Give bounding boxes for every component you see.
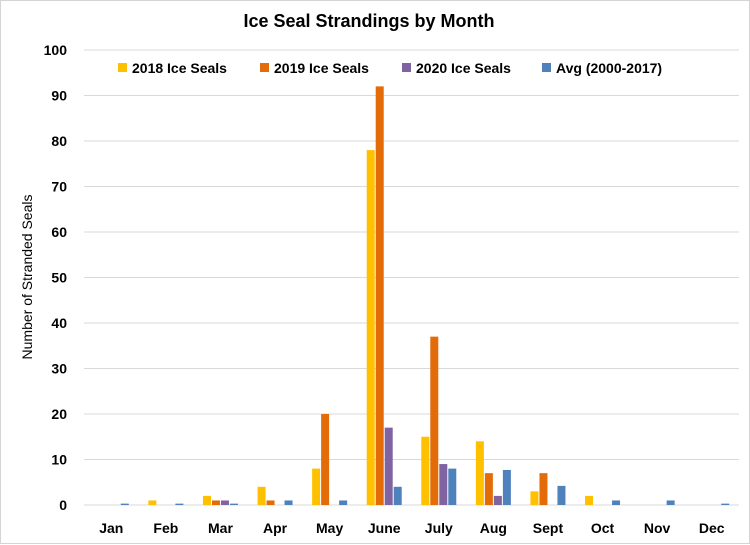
bar-2018-ice-seals-apr [257, 486, 266, 505]
bar-2019-ice-seals-june [375, 86, 384, 506]
bar-avg-2000-2017-dec [721, 503, 730, 505]
legend-swatch [260, 63, 269, 72]
y-tick-label: 60 [51, 224, 67, 240]
x-tick-label: Jan [99, 520, 123, 536]
bar-avg-2000-2017-jan [120, 503, 129, 505]
x-axis-ticks: Jan Feb Mar Apr May June July Aug Sept Oct Nov Dec [99, 520, 725, 536]
bar-2018-ice-seals-mar [202, 495, 211, 505]
y-tick-label: 40 [51, 315, 67, 331]
bar-2018-ice-seals-june [366, 150, 375, 505]
y-axis-label: Number of Stranded Seals [19, 195, 35, 360]
bar-2019-ice-seals-sept [539, 473, 548, 505]
y-axis-ticks: 0 10 20 30 40 50 60 70 80 90 100 [44, 42, 68, 513]
bar-2019-ice-seals-mar [211, 500, 220, 505]
bar-avg-2000-2017-may [339, 500, 348, 505]
x-tick-label: Nov [644, 520, 671, 536]
y-tick-label: 80 [51, 133, 67, 149]
bar-2019-ice-seals-aug [484, 473, 493, 505]
bar-avg-2000-2017-apr [284, 500, 293, 505]
legend-label: 2019 Ice Seals [274, 60, 369, 76]
x-tick-label: May [316, 520, 343, 536]
x-tick-label: Apr [263, 520, 288, 536]
bars [120, 86, 730, 506]
bar-avg-2000-2017-oct [612, 500, 621, 505]
x-tick-label: Sept [533, 520, 564, 536]
bar-2018-ice-seals-aug [475, 441, 484, 505]
bar-2020-ice-seals-aug [493, 495, 502, 505]
legend-swatch [402, 63, 411, 72]
gridlines [84, 49, 739, 506]
x-tick-label: Mar [208, 520, 233, 536]
legend-label: 2020 Ice Seals [416, 60, 511, 76]
legend-label: Avg (2000-2017) [556, 60, 662, 76]
y-tick-label: 70 [51, 179, 67, 195]
chart-title: Ice Seal Strandings by Month [243, 11, 494, 31]
bar-2019-ice-seals-may [321, 414, 330, 505]
bar-avg-2000-2017-feb [175, 503, 184, 505]
legend-swatch [118, 63, 127, 72]
bar-2018-ice-seals-feb [148, 500, 157, 505]
bar-avg-2000-2017-sept [557, 485, 566, 505]
bar-2018-ice-seals-july [421, 436, 430, 505]
bar-2020-ice-seals-mar [220, 500, 229, 505]
x-tick-label: Feb [153, 520, 178, 536]
bar-2019-ice-seals-apr [266, 500, 275, 505]
y-tick-label: 0 [59, 497, 67, 513]
y-tick-label: 20 [51, 406, 67, 422]
bar-2018-ice-seals-may [312, 468, 321, 505]
bar-avg-2000-2017-july [448, 468, 457, 505]
bar-2018-ice-seals-oct [585, 495, 594, 505]
y-tick-label: 90 [51, 88, 67, 104]
y-tick-label: 50 [51, 270, 67, 286]
x-tick-label: June [368, 520, 401, 536]
x-tick-label: Oct [591, 520, 615, 536]
x-tick-label: Aug [480, 520, 507, 536]
legend-swatch [542, 63, 551, 72]
legend-label: 2018 Ice Seals [132, 60, 227, 76]
bar-2019-ice-seals-july [430, 336, 439, 505]
legend: 2018 Ice Seals 2019 Ice Seals 2020 Ice Sea… [118, 60, 662, 76]
x-tick-label: July [425, 520, 453, 536]
bar-2018-ice-seals-sept [530, 491, 539, 505]
bar-avg-2000-2017-nov [666, 500, 675, 505]
y-tick-label: 100 [44, 42, 68, 58]
bar-2020-ice-seals-july [439, 464, 448, 505]
x-tick-label: Dec [699, 520, 725, 536]
y-tick-label: 10 [51, 452, 67, 468]
bar-2020-ice-seals-june [384, 427, 393, 505]
bar-avg-2000-2017-mar [229, 503, 238, 505]
y-tick-label: 30 [51, 361, 67, 377]
bar-avg-2000-2017-aug [502, 469, 511, 505]
bar-avg-2000-2017-june [393, 486, 402, 505]
